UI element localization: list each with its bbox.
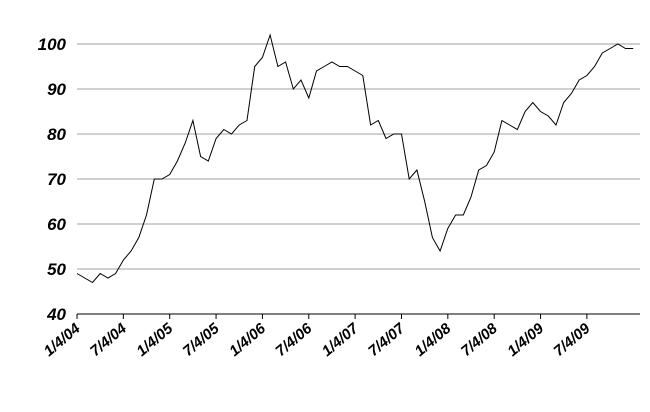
x-tick-label: 7/4/09	[551, 320, 594, 360]
x-tick-label: 1/4/04	[41, 320, 84, 360]
x-tick-label: 1/4/06	[226, 320, 269, 360]
y-tick-label: 100	[38, 35, 67, 54]
x-tick-label: 1/4/07	[319, 320, 362, 360]
x-tick-label: 1/4/08	[412, 320, 455, 360]
x-tick-label: 7/4/04	[87, 320, 130, 360]
x-tick-label: 1/4/05	[133, 320, 176, 360]
y-tick-label: 60	[47, 215, 66, 234]
x-tick-label: 7/4/07	[365, 320, 408, 360]
x-tick-label: 7/4/06	[272, 320, 315, 360]
data-line	[76, 33, 634, 284]
x-tick-label: 1/4/09	[504, 320, 547, 360]
y-tick-label: 90	[47, 80, 66, 99]
y-tick-label: 70	[47, 170, 66, 189]
y-tick-label: 40	[46, 305, 66, 324]
x-tick-label: 7/4/08	[458, 320, 501, 360]
x-tick-label: 7/4/05	[180, 320, 223, 360]
y-tick-label: 50	[47, 260, 66, 279]
y-tick-label: 80	[47, 125, 66, 144]
